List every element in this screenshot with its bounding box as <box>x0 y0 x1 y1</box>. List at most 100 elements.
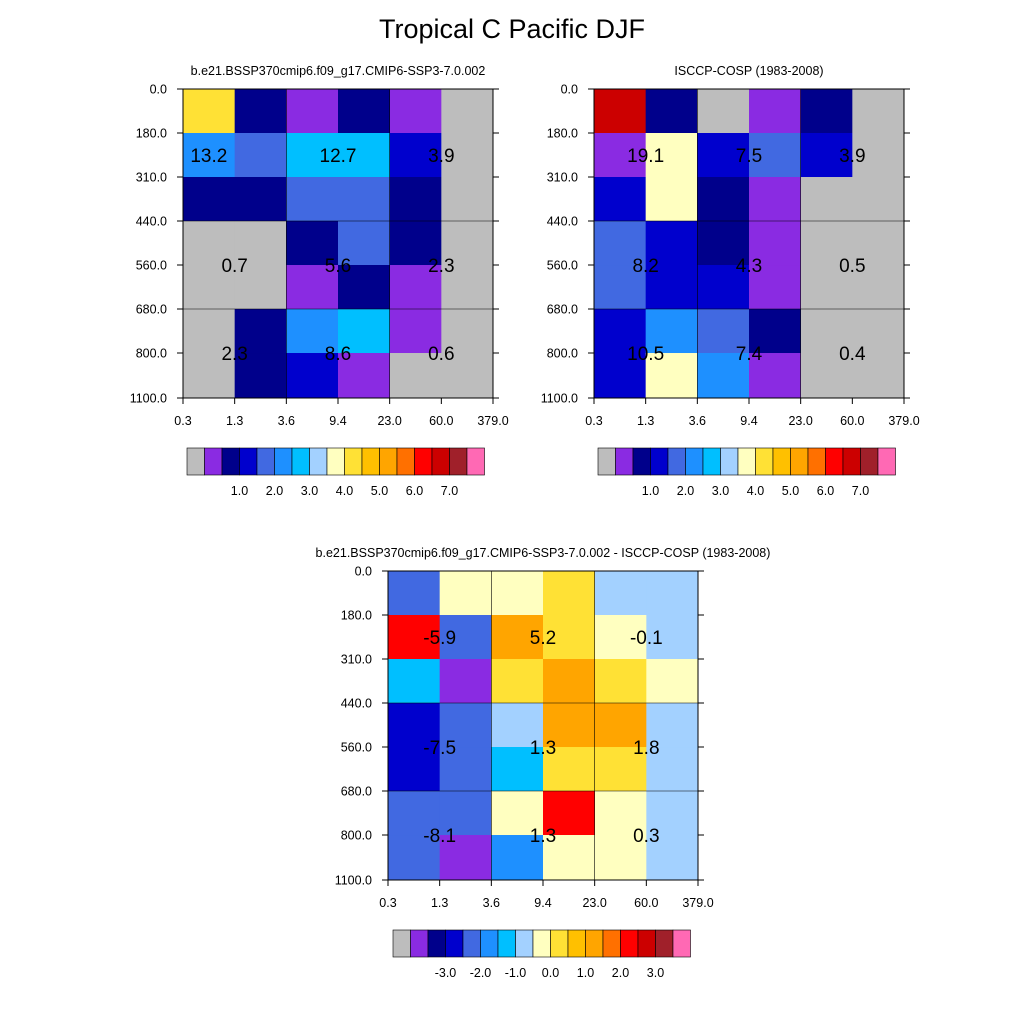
panel-2-cell <box>646 659 699 704</box>
panel-2-cell <box>646 703 699 748</box>
panel-1-cell <box>594 309 647 354</box>
panel-1-cell <box>749 177 802 222</box>
panel-1-cell <box>697 353 750 399</box>
panel-1-cell <box>852 89 905 134</box>
panel-2-x-tick-label: 3.6 <box>483 896 500 910</box>
panel-1-colorbar-box <box>825 447 844 476</box>
panel-0-cell <box>234 265 287 310</box>
panel-1-cell <box>749 221 802 266</box>
panel-2-x-tick-label: 0.3 <box>379 896 396 910</box>
panel-2-cell <box>491 571 544 616</box>
panel-2-cell <box>388 571 441 616</box>
panel-0-data-label: 5.6 <box>325 256 351 277</box>
panel-2-cell <box>491 747 544 792</box>
panel-0-cell <box>183 89 236 134</box>
panel-1-cell <box>800 89 853 134</box>
panel-2-cell <box>543 703 596 748</box>
panel-1-x-tick-label: 0.3 <box>585 414 602 428</box>
panel-1-colorbar-box <box>772 447 791 476</box>
panel-0-cell <box>286 133 339 178</box>
panel-2-cell <box>594 615 647 660</box>
panel-0-cell <box>441 177 494 222</box>
panel-1-cell <box>645 221 698 266</box>
panel-2-cell <box>388 615 441 660</box>
panel-0-cell <box>183 133 236 178</box>
panel-2-x-tick-label: 379.0 <box>682 896 713 910</box>
panel-1-cell <box>852 265 905 310</box>
panel-0-colorbar-label: 3.0 <box>301 484 318 498</box>
panel-1-colorbar-box <box>667 447 686 476</box>
panel-0-y-tick-label: 1100.0 <box>130 392 167 406</box>
panel-0-colorbar-box <box>466 447 485 476</box>
panel-1-cell <box>645 353 698 399</box>
panel-0-data-label: 0.6 <box>428 344 454 365</box>
panel-2-y-tick-label: 800.0 <box>341 829 372 843</box>
panel-0-cell <box>338 265 391 310</box>
panel-2-cell <box>646 615 699 660</box>
panel-2-x-tick-label: 9.4 <box>534 896 551 910</box>
figure-title: Tropical C Pacific DJF <box>378 14 646 44</box>
panel-1-x-tick-label: 23.0 <box>788 414 812 428</box>
panel-1-cell <box>749 133 802 178</box>
panel-1-cell <box>594 221 647 266</box>
panel-1-cell <box>697 177 750 222</box>
panel-2-cell <box>646 791 699 836</box>
panel-2-y-tick-label: 560.0 <box>341 741 372 755</box>
panel-2-data-label: -5.9 <box>423 628 456 649</box>
panel-1-cell <box>800 177 853 222</box>
panel-0-colorbar-label: 4.0 <box>336 484 353 498</box>
panel-2-y-tick-label: 180.0 <box>341 609 372 623</box>
panel-2-cell <box>388 747 441 792</box>
panel-0-data-label: 2.3 <box>221 344 247 365</box>
panel-0-x-tick-label: 379.0 <box>477 414 508 428</box>
panel-0-y-tick-label: 440.0 <box>136 215 167 229</box>
panel-2-colorbar-box <box>462 929 481 958</box>
panel-1-cell <box>697 89 750 134</box>
panel-1-colorbar-box <box>860 447 879 476</box>
panel-1-x-tick-label: 3.6 <box>689 414 706 428</box>
panel-1-data-label: 0.4 <box>839 344 866 365</box>
panel-0-title: b.e21.BSSP370cmip6.f09_g17.CMIP6-SSP3-7.… <box>191 64 486 78</box>
panel-0-cell <box>183 353 236 399</box>
panel-2-cell <box>439 835 492 881</box>
panel-2-colorbar-label: 3.0 <box>647 966 664 980</box>
panel-1-colorbar-box <box>807 447 826 476</box>
panel-1-cell <box>594 89 647 134</box>
panel-2-data-label: -0.1 <box>630 628 663 649</box>
panel-0-cell <box>183 177 236 222</box>
panel-0-cell <box>441 309 494 354</box>
panel-2-colorbar-label: 1.0 <box>577 966 594 980</box>
panel-0-data-label: 12.7 <box>320 146 357 167</box>
panel-0-cell <box>389 309 442 354</box>
panel-0-colorbar-label: 6.0 <box>406 484 423 498</box>
panel-0-cell <box>286 221 339 266</box>
panel-0-cell <box>389 265 442 310</box>
panel-1-data-label: 7.4 <box>736 344 763 365</box>
panel-1-y-tick-label: 800.0 <box>547 347 578 361</box>
panel-2-data-label: 5.2 <box>530 628 556 649</box>
panel-2-colorbar-box <box>392 929 411 958</box>
panel-2-cell <box>491 835 544 881</box>
panel-1-colorbar-label: 6.0 <box>817 484 834 498</box>
panel-0-cell <box>338 221 391 266</box>
panel-1-data-label: 10.5 <box>627 344 664 365</box>
panel-0-cell <box>234 177 287 222</box>
panel-2-cell <box>594 571 647 616</box>
panel-1-colorbar-box <box>685 447 704 476</box>
panel-2-cell <box>543 571 596 616</box>
panel-2-cell <box>594 659 647 704</box>
panel-0-data-label: 0.7 <box>221 256 247 277</box>
panel-2-colorbar-box <box>655 929 674 958</box>
panel-2-cell <box>646 835 699 881</box>
panel-0-cell <box>286 177 339 222</box>
panel-0-colorbar-label: 2.0 <box>266 484 283 498</box>
panel-1-title: ISCCP-COSP (1983-2008) <box>674 64 823 78</box>
panel-0-colorbar-box <box>326 447 345 476</box>
panel-2-cell <box>439 571 492 616</box>
panel-1-data-label: 19.1 <box>627 146 664 167</box>
panel-1-cell <box>645 89 698 134</box>
panel-0-cell <box>286 265 339 310</box>
panel-2-cell <box>388 791 441 836</box>
panel-0-cell <box>389 221 442 266</box>
